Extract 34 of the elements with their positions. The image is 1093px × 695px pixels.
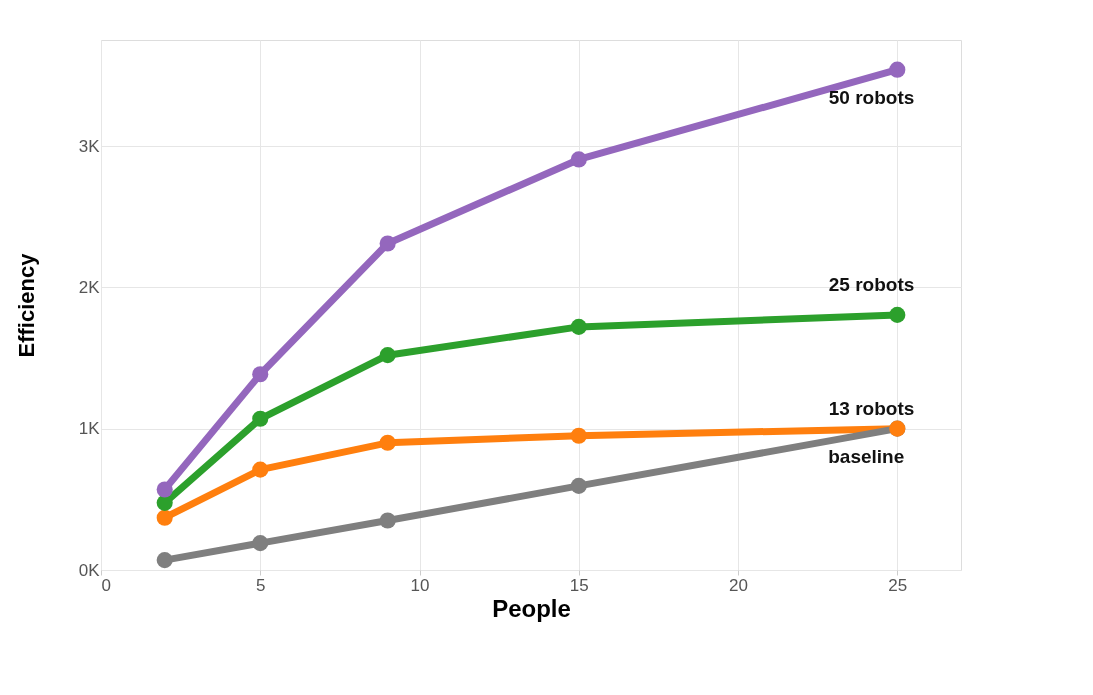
point — [570, 477, 587, 494]
x-tick-label: 20 — [729, 575, 748, 595]
point — [379, 512, 396, 529]
point — [156, 481, 173, 498]
point — [252, 410, 269, 427]
point — [570, 151, 587, 168]
point — [570, 318, 587, 335]
point — [156, 494, 173, 511]
y-tick-label: 2K — [78, 277, 101, 297]
point — [379, 434, 396, 451]
y-tick-label: 1K — [78, 419, 101, 439]
point — [156, 552, 173, 569]
point — [252, 535, 269, 552]
point — [379, 347, 396, 364]
point — [889, 61, 906, 78]
x-tick-label: 0 — [101, 575, 111, 595]
x-tick-label: 5 — [256, 575, 266, 595]
point — [379, 235, 396, 252]
y-tick-label: 0K — [78, 560, 101, 580]
point — [252, 366, 269, 383]
point — [570, 427, 587, 444]
point — [156, 509, 173, 526]
x-tick-label: 15 — [569, 575, 589, 595]
point — [252, 461, 269, 478]
series-label: 13 robots — [828, 397, 915, 419]
y-tick-label: 3K — [78, 136, 101, 156]
series-label: baseline — [828, 445, 905, 467]
point — [889, 306, 906, 323]
x-axis-title: People — [492, 594, 571, 622]
series-label: 50 robots — [828, 86, 915, 108]
x-tick-label: 25 — [888, 575, 908, 595]
x-tick-label: 10 — [410, 575, 430, 595]
y-axis-title: Efficiency — [13, 252, 39, 358]
series-label: 25 robots — [828, 273, 915, 295]
